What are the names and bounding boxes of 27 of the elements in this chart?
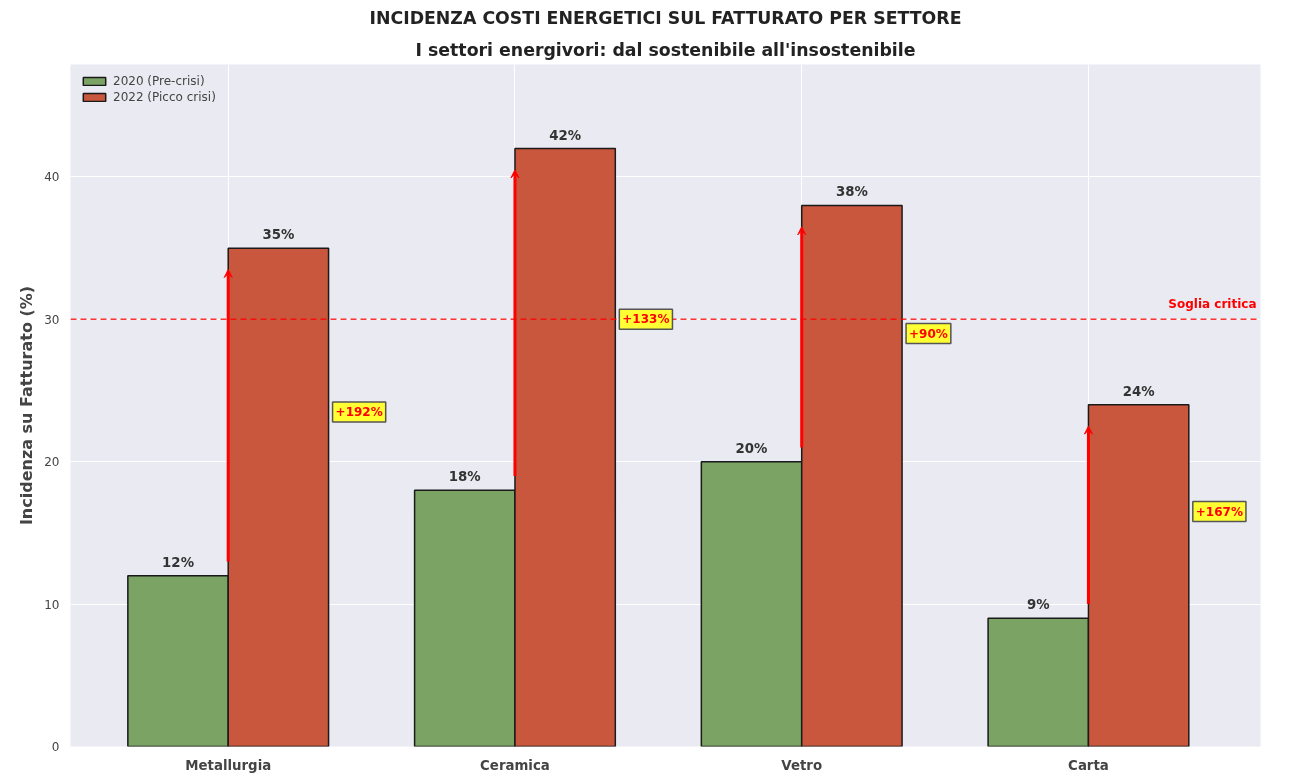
text: 35% bbox=[262, 227, 295, 243]
chart-subtitle: I settori energivori: dal sostenibile all'insostenibile bbox=[415, 39, 916, 60]
text: 18% bbox=[448, 469, 481, 485]
x-tick-label: Vetro bbox=[781, 757, 823, 773]
text: 20% bbox=[735, 440, 768, 456]
legend-label: 2022 (Picco crisi) bbox=[113, 90, 216, 104]
legend-label: 2020 (Pre-crisi) bbox=[113, 74, 205, 88]
text: 38% bbox=[835, 184, 868, 200]
y-tick-label: 40 bbox=[44, 170, 60, 185]
ref-line-label: Soglia critica bbox=[1168, 297, 1257, 312]
y-tick-label: 20 bbox=[44, 455, 60, 470]
y-tick-label: 10 bbox=[44, 597, 60, 612]
annotation: +133% bbox=[622, 312, 670, 327]
chart-title: INCIDENZA COSTI ENERGETICI SUL FATTURATO PER SETTORE bbox=[369, 7, 962, 28]
annotation: +90% bbox=[909, 326, 948, 341]
y-tick-label: 0 bbox=[51, 740, 60, 754]
x-tick-label: Carta bbox=[1068, 757, 1109, 773]
annotation: +167% bbox=[1195, 504, 1243, 519]
y-axis-title: Incidenza su Fatturato (%) bbox=[17, 285, 37, 526]
x-tick-label: Metallurgia bbox=[185, 757, 272, 773]
y-tick-label: 30 bbox=[44, 312, 60, 327]
text: 24% bbox=[1122, 383, 1155, 399]
text: 42% bbox=[549, 127, 582, 143]
annotation: +192% bbox=[335, 404, 383, 419]
text: 9% bbox=[1026, 597, 1050, 613]
x-tick-label: Ceramica bbox=[480, 757, 550, 773]
text: 12% bbox=[162, 554, 194, 570]
